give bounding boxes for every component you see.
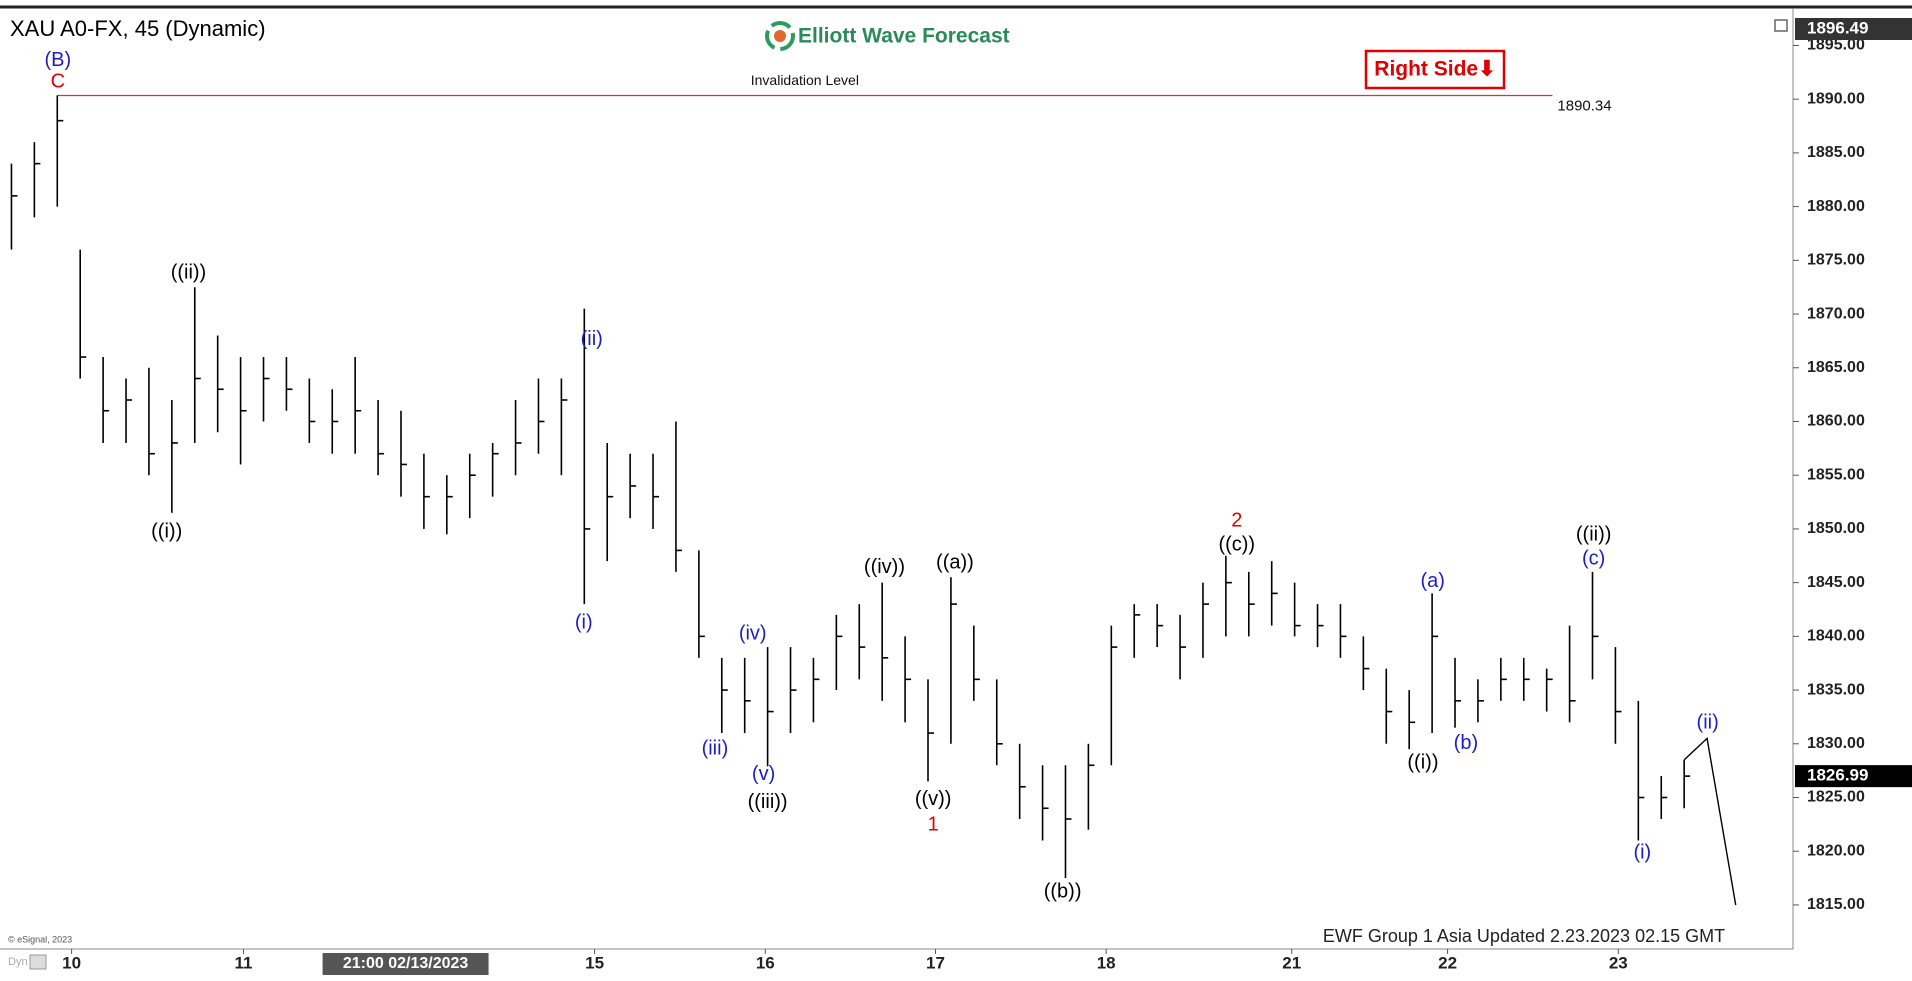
wave-label: ((ii)) [1576,524,1612,546]
y-tick-label: 1875.00 [1807,252,1865,269]
y-tick-label: 1830.00 [1807,735,1865,752]
wave-label: ((ii)) [171,262,207,284]
wave-label: (v) [752,763,775,785]
last-price-label: 1826.99 [1807,766,1868,785]
logo: Elliott Wave Forecast [765,21,1010,51]
invalidation-label: Invalidation Level [751,72,859,88]
logo-core [774,30,786,42]
corner-label: Dyn [8,956,28,968]
wave-label: (i) [575,612,593,634]
invalidation-value: 1890.34 [1557,97,1611,114]
x-tick-label: 18 [1097,953,1116,972]
wave-label: (b) [1454,732,1478,754]
wave-label: (iii) [702,737,729,759]
footer-text: EWF Group 1 Asia Updated 2.23.2023 02.15… [1323,926,1725,946]
crosshair-label: 21:00 02/13/2023 [343,955,469,972]
y-tick-label: 1850.00 [1807,520,1865,537]
logo-text: Elliott Wave Forecast [798,25,1010,48]
y-tick-label: 1890.00 [1807,90,1865,107]
x-tick-label: 16 [756,953,775,972]
wave-label: ((c)) [1218,533,1255,555]
wave-label: (c) [1582,547,1605,569]
y-tick-label: 1825.00 [1807,789,1865,806]
wave-label: ((v)) [915,788,952,810]
logo-ring [765,21,795,51]
y-tick-label: 1860.00 [1807,413,1865,430]
y-tick-label: 1820.00 [1807,842,1865,859]
y-tick-label: 1895.00 [1807,37,1865,54]
copyright: © eSignal, 2023 [8,934,72,944]
chart-title: XAU A0-FX, 45 (Dynamic) [10,16,266,41]
x-tick-label: 15 [585,953,604,972]
x-tick-label: 22 [1438,953,1457,972]
projection-line [1683,737,1737,906]
wave-label: ((a)) [936,552,974,574]
wave-label: (ii) [581,328,603,350]
x-tick-label: 17 [926,953,945,972]
x-tick-label: 10 [62,953,81,972]
corner-button[interactable] [29,954,47,970]
crosshair-box [322,953,489,975]
wave-label: 2 [1231,510,1242,532]
x-tick-label: 11 [234,953,252,972]
y-tick-label: 1840.00 [1807,628,1865,645]
y-tick-label: 1885.00 [1807,144,1865,161]
wave-label: ((i)) [1407,751,1438,773]
wave-label: (B) [45,49,72,71]
x-tick-label: 23 [1609,953,1628,972]
wave-label: ((iii)) [748,791,788,813]
wave-label: ((iv)) [864,556,905,578]
badge-text: Right Side⬇ [1374,58,1495,81]
wave-label: (i) [1633,842,1651,864]
wave-label: ((b)) [1044,880,1082,902]
wave-label: C [51,70,65,92]
y-tick-label: 1845.00 [1807,574,1865,591]
wave-label: ((i)) [151,520,182,542]
y-tick-label: 1880.00 [1807,198,1865,215]
top-price-label: 1896.49 [1807,18,1868,37]
x-tick-label: 21 [1282,953,1301,972]
top-price-box [1795,18,1912,40]
wave-label: (iv) [739,622,767,644]
y-tick-label: 1835.00 [1807,681,1865,698]
wave-label: (a) [1420,570,1444,592]
wave-label: 1 [928,814,939,836]
badge-box [1364,49,1506,90]
window-icon[interactable] [1774,19,1788,32]
y-tick-label: 1815.00 [1807,896,1865,913]
y-tick-label: 1865.00 [1807,359,1865,376]
wave-label: (ii) [1697,712,1719,734]
y-tick-label: 1870.00 [1807,305,1865,322]
y-tick-label: 1855.00 [1807,466,1865,483]
last-price-box [1795,765,1912,788]
